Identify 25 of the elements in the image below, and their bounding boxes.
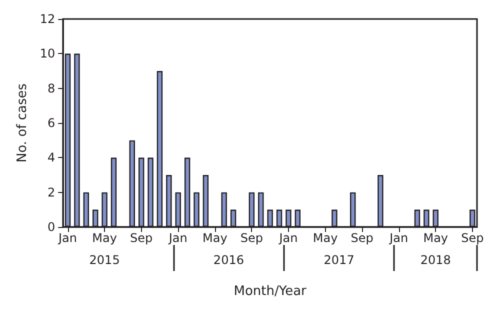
x-tick-label: May xyxy=(312,231,338,245)
text: 2017 xyxy=(324,253,354,267)
y-tick-label: 2 xyxy=(48,185,56,200)
y-tick-label: 10 xyxy=(40,46,56,61)
text: 2016 xyxy=(213,253,244,267)
x-tick-label: Jan xyxy=(168,231,188,245)
y-tick-label: 0 xyxy=(48,220,56,234)
x-tick-label: Sep xyxy=(461,231,484,245)
x-tick-label: May xyxy=(423,231,448,245)
y-tick-label: 8 xyxy=(48,81,56,96)
x-tick-label: May xyxy=(92,231,117,245)
x-tick-label: Jan xyxy=(278,231,298,245)
x-tick-label: Sep xyxy=(130,231,153,245)
y-tick-label: 4 xyxy=(48,150,56,165)
x-tick-label: Jan xyxy=(58,231,78,245)
y-tick-label: 12 xyxy=(40,12,56,26)
text: 2018 xyxy=(420,253,451,267)
x-tick-label: Sep xyxy=(350,231,374,245)
y-axis-title: No. of cases xyxy=(15,83,30,163)
text: 2015 xyxy=(89,253,120,267)
x-tick-label: Sep xyxy=(240,231,264,245)
y-tick-label: 6 xyxy=(48,116,56,130)
x-tick-label: May xyxy=(202,231,228,245)
x-axis-title: Month/Year xyxy=(234,284,308,299)
x-tick-label: Jan xyxy=(388,231,408,245)
